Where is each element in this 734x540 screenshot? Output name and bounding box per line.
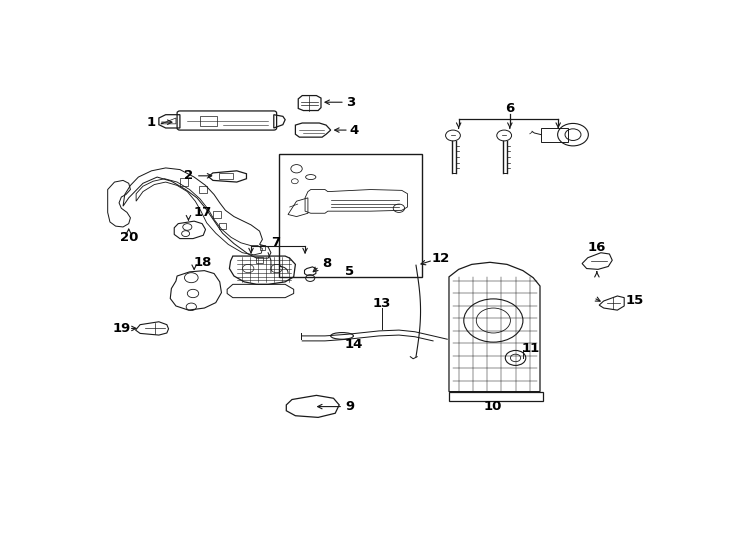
- Text: 8: 8: [322, 257, 331, 270]
- Bar: [180, 178, 188, 186]
- Bar: [260, 245, 265, 251]
- Bar: [219, 173, 233, 179]
- Text: 1: 1: [147, 116, 156, 129]
- Text: 20: 20: [120, 231, 138, 244]
- Text: 4: 4: [350, 124, 359, 137]
- Text: 12: 12: [432, 252, 450, 265]
- Bar: [280, 154, 421, 277]
- Text: 10: 10: [484, 400, 502, 413]
- Bar: [541, 127, 568, 141]
- Bar: [449, 392, 543, 401]
- Bar: [256, 257, 264, 264]
- Bar: [213, 211, 221, 218]
- Text: 15: 15: [626, 294, 644, 307]
- Text: 6: 6: [505, 102, 515, 115]
- Text: 13: 13: [373, 298, 391, 310]
- Text: 9: 9: [345, 400, 354, 413]
- Text: 16: 16: [588, 241, 606, 254]
- Text: 11: 11: [522, 342, 540, 355]
- Text: 7: 7: [271, 237, 280, 249]
- Text: 14: 14: [344, 338, 363, 350]
- Text: 18: 18: [194, 256, 212, 269]
- Bar: [199, 186, 207, 193]
- Text: 5: 5: [346, 265, 355, 278]
- Text: 2: 2: [184, 170, 193, 183]
- Bar: [200, 116, 217, 125]
- Text: 17: 17: [194, 206, 212, 219]
- Text: 19: 19: [112, 322, 131, 335]
- Bar: [219, 223, 226, 230]
- Text: 3: 3: [346, 96, 355, 109]
